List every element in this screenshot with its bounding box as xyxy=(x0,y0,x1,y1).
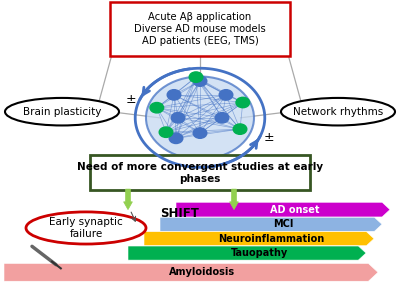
Ellipse shape xyxy=(5,98,119,125)
Text: AD onset: AD onset xyxy=(270,205,320,215)
Polygon shape xyxy=(124,189,132,210)
Ellipse shape xyxy=(26,212,146,244)
Polygon shape xyxy=(128,246,366,260)
Circle shape xyxy=(167,90,181,100)
Polygon shape xyxy=(160,217,382,231)
Text: Tauopathy: Tauopathy xyxy=(230,248,288,258)
Ellipse shape xyxy=(281,98,395,125)
Circle shape xyxy=(215,113,229,123)
FancyBboxPatch shape xyxy=(110,2,290,56)
Circle shape xyxy=(236,97,250,108)
Circle shape xyxy=(219,90,233,100)
Text: ±: ± xyxy=(264,131,274,144)
Circle shape xyxy=(171,113,185,123)
Text: Network rhythms: Network rhythms xyxy=(293,107,383,117)
Circle shape xyxy=(233,124,247,134)
Text: Neuroinflammation: Neuroinflammation xyxy=(218,234,324,244)
Text: Brain plasticity: Brain plasticity xyxy=(23,107,101,117)
Circle shape xyxy=(193,128,207,138)
Text: MCI: MCI xyxy=(273,219,293,229)
Circle shape xyxy=(150,103,164,113)
Circle shape xyxy=(146,76,254,159)
Circle shape xyxy=(193,76,207,86)
Text: Acute Aβ application
Diverse AD mouse models
AD patients (EEG, TMS): Acute Aβ application Diverse AD mouse mo… xyxy=(134,13,266,46)
Text: Early synaptic
failure: Early synaptic failure xyxy=(49,217,123,239)
Text: SHIFT: SHIFT xyxy=(160,207,200,220)
Polygon shape xyxy=(176,202,390,217)
Polygon shape xyxy=(144,232,374,246)
Circle shape xyxy=(189,72,203,82)
Text: ±: ± xyxy=(126,93,136,106)
Text: Amyloidosis: Amyloidosis xyxy=(169,267,235,277)
Polygon shape xyxy=(4,263,378,281)
FancyBboxPatch shape xyxy=(90,155,310,190)
Text: Need of more convergent studies at early
phases: Need of more convergent studies at early… xyxy=(77,162,323,184)
Polygon shape xyxy=(230,189,238,210)
Circle shape xyxy=(159,127,173,137)
Circle shape xyxy=(169,133,183,144)
